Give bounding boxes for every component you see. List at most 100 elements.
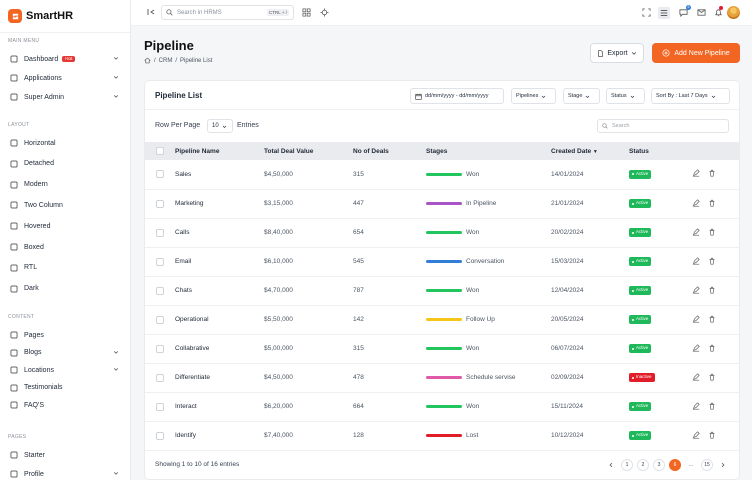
pipeline-name[interactable]: Operational [175,316,209,323]
sidebar-item-faq-s[interactable]: FAQ'S [0,396,130,414]
sidebar-item-hovered[interactable]: Hovered [0,217,130,235]
table-row[interactable]: Chats $4,70,000 787 Won 12/04/2024 Active [145,276,739,305]
user-avatar[interactable] [727,6,740,19]
pipeline-name[interactable]: Differentiate [175,374,210,381]
row-checkbox[interactable] [156,228,164,237]
page-6-button[interactable]: 6 [669,459,681,471]
edit-icon[interactable] [692,256,700,267]
prev-page-icon[interactable] [605,459,617,471]
col-pipeline-name[interactable]: Pipeline Name [175,147,220,155]
edit-icon[interactable] [692,343,700,354]
page-3-button[interactable]: 3 [653,459,665,471]
export-button[interactable]: Export [590,43,644,63]
page-15-button[interactable]: 15 [701,459,713,471]
global-search[interactable]: Search in HRMS CTRL + / [161,5,294,20]
pipelines-filter[interactable]: Pipelines [511,88,556,104]
layout-toggle-icon[interactable] [658,7,670,19]
table-row[interactable]: Marketing $3,15,000 447 In Pipeline 21/01/20… [145,189,739,218]
row-checkbox[interactable] [156,344,164,353]
table-row[interactable]: Identify $7,40,000 128 Lost 10/12/2024 Active [145,421,739,450]
trash-icon[interactable] [708,431,716,441]
mail-icon[interactable] [697,8,707,18]
stage-filter[interactable]: Stage [563,88,600,104]
row-checkbox[interactable] [156,170,164,179]
edit-icon[interactable] [692,227,700,238]
trash-icon[interactable] [708,315,716,325]
row-checkbox[interactable] [156,257,164,266]
col-status[interactable]: Status [629,147,649,155]
pipeline-name[interactable]: Collabrative [175,345,210,352]
trash-icon[interactable] [708,286,716,296]
col-total-deal-value[interactable]: Total Deal Value [264,147,314,155]
sidebar-item-rtl[interactable]: RTL [0,259,130,277]
row-checkbox[interactable] [156,315,164,324]
edit-icon[interactable] [692,430,700,441]
edit-icon[interactable] [692,169,700,179]
bell-icon[interactable] [714,8,724,18]
row-checkbox[interactable] [156,431,164,440]
row-checkbox[interactable] [156,199,164,208]
sidebar-item-detached[interactable]: Detached [0,155,130,173]
select-all-checkbox[interactable] [156,147,164,155]
edit-icon[interactable] [692,198,700,209]
table-row[interactable]: Differentiate $4,50,000 478 Schedule servis… [145,363,739,392]
table-search-input[interactable]: Search [597,119,729,133]
sort-filter[interactable]: Sort By : Last 7 Days [651,88,730,104]
chat-icon[interactable] [679,8,689,18]
status-filter[interactable]: Status [606,88,645,104]
fullscreen-icon[interactable] [642,8,652,18]
col-stages[interactable]: Stages [426,147,448,155]
sidebar-item-locations[interactable]: Locations [0,361,130,379]
breadcrumb-crm[interactable]: CRM [158,57,173,64]
col-created-date[interactable]: Created Date ▼ [551,147,598,155]
pipeline-name[interactable]: Calls [175,229,190,236]
sidebar-item-pages[interactable]: Pages [0,326,130,344]
sidebar-item-two-column[interactable]: Two Column [0,196,130,214]
trash-icon[interactable] [708,199,716,209]
table-row[interactable]: Interact $6,20,000 664 Won 15/11/2024 Active [145,392,739,421]
pipeline-name[interactable]: Chats [175,287,192,294]
next-page-icon[interactable] [717,459,729,471]
sidebar-item-blogs[interactable]: Blogs [0,344,130,362]
grid-icon[interactable] [302,8,312,18]
page-1-button[interactable]: 1 [621,459,633,471]
pipeline-name[interactable]: Email [175,258,192,265]
table-row[interactable]: Operational $5,50,000 142 Follow Up 20/05/20… [145,305,739,334]
sidebar-item-super-admin[interactable]: Super Admin [0,88,130,106]
sidebar-item-dark[interactable]: Dark [0,280,130,298]
sidebar-item-starter[interactable]: Starter [0,446,130,464]
pipeline-name[interactable]: Marketing [175,200,204,207]
trash-icon[interactable] [708,344,716,354]
pipeline-name[interactable]: Interact [175,403,197,410]
table-row[interactable]: Calls $8,40,000 654 Won 20/02/2024 Active [145,218,739,247]
add-pipeline-button[interactable]: Add New Pipeline [652,43,740,63]
edit-icon[interactable] [692,285,700,296]
sidebar-item-horizontal[interactable]: Horizontal [0,134,130,152]
trash-icon[interactable] [708,228,716,238]
home-icon[interactable] [144,57,151,64]
pipeline-name[interactable]: Identify [175,432,196,439]
row-checkbox[interactable] [156,286,164,295]
sidebar-item-testimonials[interactable]: Testimonials [0,379,130,397]
edit-icon[interactable] [692,401,700,412]
brand-logo[interactable]: SmartHR [0,0,130,33]
sidebar-item-dashboard[interactable]: Dashboard Hot [0,50,130,68]
table-row[interactable]: Collabrative $5,00,000 315 Won 06/07/2024 Act… [145,334,739,363]
edit-icon[interactable] [692,372,700,383]
table-row[interactable]: Sales $4,50,000 315 Won 14/01/2024 Active [145,160,739,189]
sidebar-item-profile[interactable]: Profile [0,465,130,480]
settings-icon[interactable] [320,8,330,18]
date-range-filter[interactable]: dd/mm/yyyy - dd/mm/yyyy [410,88,504,104]
pipeline-name[interactable]: Sales [175,170,192,178]
row-checkbox[interactable] [156,373,164,382]
edit-icon[interactable] [692,314,700,325]
sidebar-item-boxed[interactable]: Boxed [0,238,130,256]
trash-icon[interactable] [708,373,716,383]
page-2-button[interactable]: 2 [637,459,649,471]
col-no-of-deals[interactable]: No of Deals [353,147,389,155]
row-checkbox[interactable] [156,402,164,411]
trash-icon[interactable] [708,169,716,179]
table-row[interactable]: Email $6,10,000 545 Conversation 15/03/2024 A… [145,247,739,276]
rows-per-page-select[interactable]: 10 [207,119,233,133]
sidebar-item-modern[interactable]: Modern [0,176,130,194]
